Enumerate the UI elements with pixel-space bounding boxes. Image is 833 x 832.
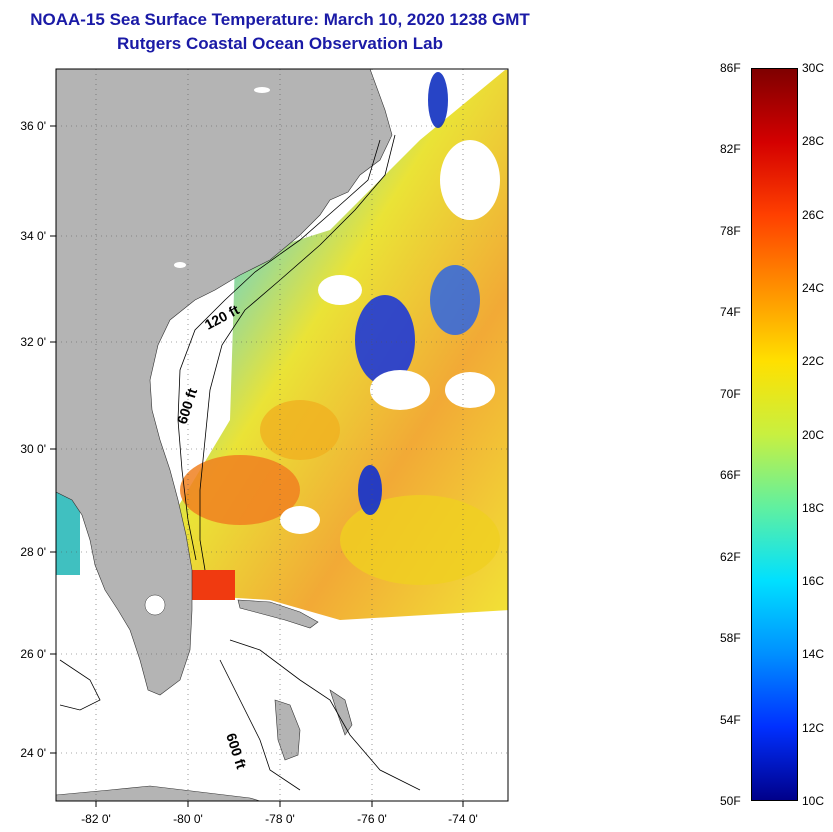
colorbar-label-fahrenheit: 86F bbox=[720, 61, 741, 75]
cloud-gap bbox=[445, 372, 495, 408]
lat-tick-label: 26 0' bbox=[20, 647, 46, 661]
colorbar-label-celsius: 14C bbox=[802, 647, 825, 662]
lat-tick-label: 32 0' bbox=[20, 335, 46, 349]
colorbar-label-celsius: 22C bbox=[802, 354, 825, 369]
colorbar-label-fahrenheit: 62F bbox=[720, 549, 741, 564]
lat-tick-label: 28 0' bbox=[20, 545, 46, 559]
contour-120ft bbox=[177, 139, 381, 561]
cold-patch bbox=[355, 295, 415, 385]
axis-ticks bbox=[50, 125, 464, 807]
land-us-coast bbox=[56, 69, 393, 696]
cold-patch bbox=[428, 72, 448, 128]
cloud-gap bbox=[318, 275, 362, 305]
colorbar-label-celsius: 28C bbox=[802, 134, 825, 149]
lake bbox=[254, 87, 270, 93]
colorbar-label-celsius: 10C bbox=[802, 794, 825, 808]
colorbar-label-fahrenheit: 66F bbox=[720, 468, 741, 483]
contour-600ft bbox=[199, 134, 396, 571]
colorbar-label-fahrenheit: 70F bbox=[720, 386, 741, 401]
colorbar-label-celsius: 12C bbox=[802, 720, 825, 735]
lon-tick-label: -82 0' bbox=[81, 812, 111, 826]
colorbar-label-celsius: 24C bbox=[802, 280, 825, 295]
lat-tick-label: 34 0' bbox=[20, 229, 46, 243]
temperature-colorbar bbox=[751, 68, 798, 801]
island-andros bbox=[274, 699, 301, 761]
lat-tick-label: 30 0' bbox=[20, 442, 46, 456]
cloud-gap bbox=[370, 370, 430, 410]
colorbar-label-celsius: 18C bbox=[802, 500, 825, 515]
colorbar-label-celsius: 20C bbox=[802, 427, 825, 442]
cloud-gap bbox=[440, 140, 500, 220]
contour-label-600ft-south: 600 ft bbox=[223, 731, 250, 771]
map-subtitle: Rutgers Coastal Ocean Observation Lab bbox=[117, 34, 443, 53]
warm-patch-red bbox=[190, 570, 235, 600]
island-grand-bahama bbox=[237, 599, 319, 629]
warm-patch bbox=[180, 455, 300, 525]
colorbar-label-fahrenheit: 58F bbox=[720, 631, 741, 646]
graticule bbox=[56, 69, 508, 801]
map-title: NOAA-15 Sea Surface Temperature: March 1… bbox=[30, 10, 530, 29]
warm-patch bbox=[260, 400, 340, 460]
lon-tick-label: -74 0' bbox=[448, 812, 478, 826]
colorbar-label-fahrenheit: 50F bbox=[720, 794, 741, 808]
colorbar-label-fahrenheit: 82F bbox=[720, 142, 741, 157]
colorbar-label-fahrenheit: 78F bbox=[720, 223, 741, 238]
cold-patch bbox=[358, 465, 382, 515]
colorbar-label-celsius: 16C bbox=[802, 574, 825, 589]
lon-tick-label: -80 0' bbox=[173, 812, 203, 826]
colorbar-label-fahrenheit: 74F bbox=[720, 305, 741, 320]
colorbar-label-celsius: 30C bbox=[802, 61, 825, 75]
contour-label-600ft: 600 ft bbox=[174, 386, 201, 426]
lon-tick-label: -78 0' bbox=[265, 812, 295, 826]
lon-tick-label: -76 0' bbox=[357, 812, 387, 826]
lake-okeechobee bbox=[144, 594, 166, 616]
colorbar-label-celsius: 26C bbox=[802, 207, 825, 222]
lake bbox=[174, 262, 186, 268]
land-cuba bbox=[56, 785, 261, 801]
cold-patch bbox=[430, 265, 480, 335]
colorbar-label-fahrenheit: 54F bbox=[720, 712, 741, 727]
island-eleuthera bbox=[329, 689, 353, 736]
lat-tick-label: 24 0' bbox=[20, 746, 46, 760]
contour-bahamas bbox=[59, 639, 421, 791]
warm-patch bbox=[340, 495, 500, 585]
cloud-gap bbox=[280, 506, 320, 534]
lat-tick-label: 36 0' bbox=[20, 119, 46, 133]
map-frame bbox=[55, 68, 509, 802]
